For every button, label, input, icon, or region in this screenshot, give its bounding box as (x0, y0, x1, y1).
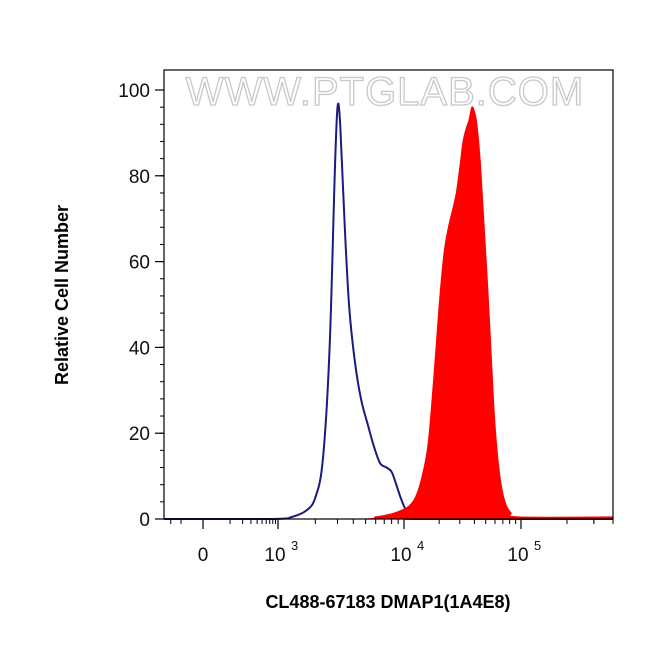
x-tick-exponent: 5 (534, 538, 541, 553)
y-tick-label: 60 (129, 253, 150, 274)
y-tick-label: 20 (129, 424, 150, 445)
x-tick-exponent: 4 (417, 538, 424, 553)
x-tick-label: 10 (264, 545, 285, 566)
y-tick-label: 0 (139, 510, 150, 531)
series-1-area (164, 106, 614, 520)
x-tick-label: 10 (390, 545, 411, 566)
y-axis-title: Relative Cell Number (52, 205, 72, 385)
x-tick-label: 10 (507, 545, 528, 566)
x-tick-exponent: 3 (291, 538, 298, 553)
y-tick-label: 100 (118, 81, 150, 102)
y-tick-label: 40 (129, 338, 150, 359)
x-tick-label: 0 (198, 545, 209, 566)
x-axis-title: CL488-67183 DMAP1(1A4E8) (265, 592, 510, 612)
series-0-line (164, 102, 613, 521)
plot-frame (163, 69, 614, 520)
series-layer (164, 102, 614, 521)
watermark: WWW.PTGLAB.COM (186, 70, 584, 114)
plot-border (163, 69, 614, 520)
y-tick-label: 80 (129, 167, 150, 188)
axis-ticks: 0 20 40 60 80 100 0 10 3 10 4 10 5 (118, 81, 614, 566)
